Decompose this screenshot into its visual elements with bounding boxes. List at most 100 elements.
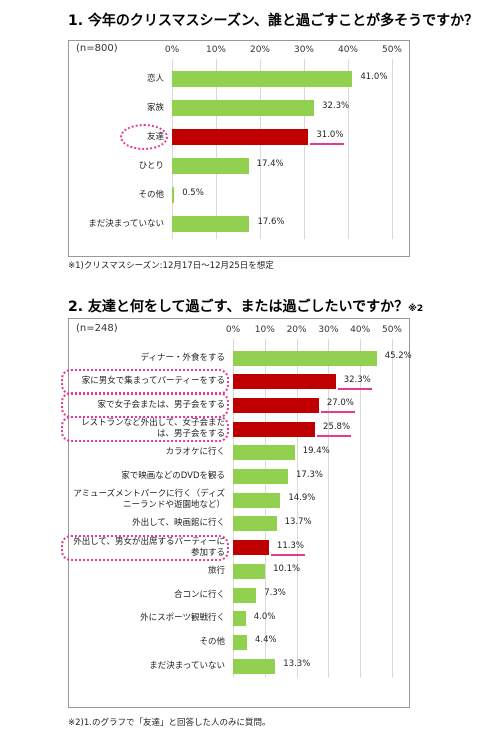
- grid-line: [264, 339, 266, 678]
- grid-line: [233, 339, 234, 678]
- x-tick-label: 50%: [381, 45, 402, 55]
- bar: [233, 563, 266, 579]
- category-label: 旅行: [207, 565, 225, 576]
- category-label: まだ決まっていない: [88, 218, 164, 229]
- grid-line: [392, 59, 393, 239]
- value-label: 41.0%: [360, 72, 388, 82]
- category-label: カラオケに行く: [165, 447, 225, 458]
- value-label: 17.4%: [256, 159, 284, 169]
- bar: [233, 350, 377, 366]
- highlight-underline: [317, 435, 352, 438]
- grid-line: [172, 59, 173, 239]
- highlight-ring: [61, 392, 229, 419]
- sample-size: (n=248): [76, 323, 118, 334]
- category-label: 家で映画などのDVDを観る: [121, 471, 225, 481]
- bar: [172, 216, 250, 232]
- highlight-underline: [337, 387, 372, 390]
- sample-size: (n=800): [76, 43, 118, 54]
- highlight-ring: [61, 368, 229, 395]
- x-tick-label: 20%: [249, 45, 270, 55]
- category-label: その他: [199, 636, 225, 647]
- bar: [233, 397, 319, 413]
- chart-title: 1. 今年のクリスマスシーズン、誰と過ごすことが多そうですか？: [68, 13, 479, 29]
- category-label: 家で女子会または、男子会をする: [97, 399, 225, 410]
- value-label: 32.3%: [322, 101, 350, 111]
- x-tick-label: 0%: [164, 45, 180, 55]
- category-label: 恋人: [146, 73, 164, 84]
- x-tick-label: 30%: [293, 45, 314, 55]
- highlight-ring: [120, 124, 168, 150]
- footnote: ※2)1.のグラフで「友達」と回答した人のみに質問。: [68, 718, 271, 728]
- grid-line: [328, 339, 330, 678]
- bar: [233, 540, 269, 556]
- x-tick-label: 50%: [381, 325, 402, 335]
- highlight-underline: [320, 411, 355, 414]
- category-label: まだ決まっていない: [149, 660, 225, 671]
- bar: [233, 634, 247, 650]
- x-tick-label: 10%: [254, 325, 275, 335]
- grid-line: [348, 59, 349, 239]
- grid-line: [216, 59, 217, 239]
- bar: [172, 187, 175, 203]
- value-label: 7.3%: [264, 588, 286, 598]
- bar: [233, 492, 281, 508]
- bar: [233, 374, 336, 390]
- x-tick-label: 40%: [350, 325, 371, 335]
- value-label: 32.3%: [343, 374, 371, 385]
- grid-line: [296, 339, 298, 678]
- category-label: ディナー・外食をする: [140, 352, 225, 363]
- title-note: ※2: [408, 304, 424, 314]
- value-label: 19.4%: [302, 445, 330, 456]
- bar: [233, 469, 288, 484]
- x-tick-label: 10%: [205, 45, 226, 55]
- highlight-underline: [310, 143, 345, 145]
- category-label: アミューズメントパークに行く（ディズニーランドや遊園地など）: [73, 489, 225, 511]
- bar: [233, 658, 276, 674]
- grid-line: [304, 59, 305, 239]
- value-label: 4.0%: [253, 611, 276, 622]
- category-label: レストランなど外出して、女子会または、男子会をする: [81, 418, 225, 440]
- bar: [172, 158, 249, 174]
- category-label: 外にスポーツ観戦行く: [140, 613, 225, 624]
- highlight-ring: [61, 416, 229, 443]
- value-label: 11.3%: [276, 540, 304, 551]
- value-label: 14.9%: [288, 493, 316, 504]
- bar: [233, 587, 257, 603]
- bar: [172, 100, 315, 116]
- category-label: 合コンに行く: [173, 589, 225, 600]
- value-label: 27.0%: [326, 398, 354, 409]
- chart-title: 2. 友達と何をして過ごす、または過ごしたいですか？※2: [68, 299, 424, 315]
- category-label: 外出して、男女が出席するパーティーに参加する: [73, 536, 225, 558]
- chart-frame: [68, 318, 410, 708]
- value-label: 17.6%: [257, 217, 285, 227]
- value-label: 45.2%: [384, 351, 412, 361]
- grid-line: [260, 59, 261, 239]
- value-label: 31.0%: [316, 130, 344, 140]
- highlight-underline: [270, 553, 305, 556]
- category-label: 外出して、映画館に行く: [132, 518, 225, 529]
- grid-line: [360, 339, 362, 678]
- bar: [233, 445, 295, 461]
- footnote: ※1)クリスマスシーズン:12月17日～12月25日を想定: [68, 261, 274, 271]
- category-label: 家族: [146, 102, 164, 113]
- value-label: 10.1%: [273, 564, 301, 575]
- highlight-ring: [61, 534, 229, 561]
- value-label: 0.5%: [182, 188, 204, 198]
- x-tick-label: 30%: [318, 325, 339, 335]
- chart-frame: [68, 40, 410, 257]
- grid-line: [392, 339, 393, 678]
- bar: [233, 516, 277, 532]
- value-label: 17.3%: [296, 469, 324, 480]
- value-label: 25.8%: [323, 422, 351, 433]
- bar: [233, 611, 246, 627]
- x-tick-label: 40%: [337, 45, 358, 55]
- x-tick-label: 0%: [225, 325, 241, 335]
- category-label: ひとり: [138, 160, 164, 171]
- bar: [172, 71, 353, 87]
- category-label: その他: [138, 189, 164, 200]
- value-label: 13.3%: [283, 659, 311, 670]
- value-label: 4.4%: [254, 635, 277, 646]
- bar: [172, 129, 309, 145]
- category-label: 家に男女で集まってパーティーをする: [81, 376, 225, 387]
